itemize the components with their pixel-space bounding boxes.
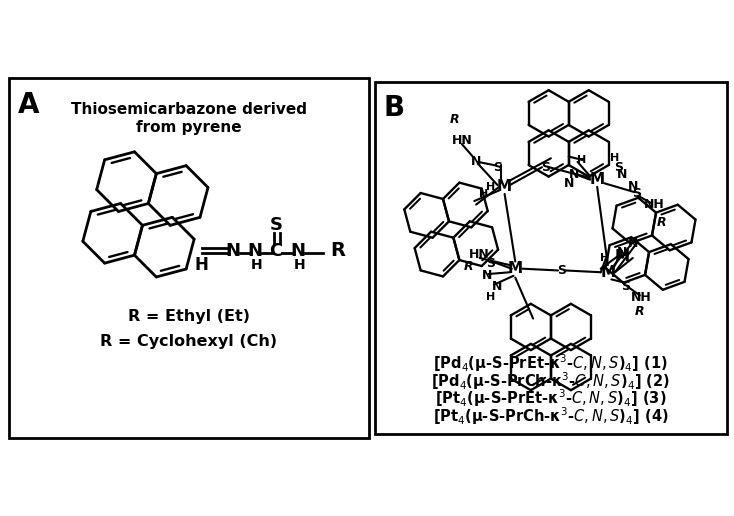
Text: N: N bbox=[482, 269, 492, 282]
Text: [Pt$_4$(μ-S-PrEt-κ$^3$-$C,N,S$)$_4$] (3): [Pt$_4$(μ-S-PrEt-κ$^3$-$C,N,S$)$_4$] (3) bbox=[435, 388, 666, 410]
Text: C: C bbox=[269, 241, 283, 260]
Text: N: N bbox=[628, 237, 638, 250]
FancyBboxPatch shape bbox=[9, 78, 369, 438]
Text: R = Cyclohexyl (Ch): R = Cyclohexyl (Ch) bbox=[101, 334, 277, 349]
Text: S: S bbox=[486, 257, 495, 270]
Text: [Pd$_4$(μ-S-PrEt-κ$^3$-$C,N,S$)$_4$] (1): [Pd$_4$(μ-S-PrEt-κ$^3$-$C,N,S$)$_4$] (1) bbox=[433, 352, 669, 374]
Text: H: H bbox=[486, 182, 495, 192]
Text: N: N bbox=[569, 168, 579, 181]
Text: H: H bbox=[600, 253, 609, 263]
Text: NH: NH bbox=[644, 198, 664, 211]
Text: S: S bbox=[493, 160, 502, 174]
Text: from pyrene: from pyrene bbox=[137, 120, 241, 135]
Text: N: N bbox=[471, 155, 482, 168]
Text: N: N bbox=[564, 177, 574, 190]
Text: H: H bbox=[576, 155, 586, 165]
Text: N: N bbox=[291, 241, 305, 260]
Text: S: S bbox=[269, 216, 283, 234]
Text: N: N bbox=[225, 241, 240, 260]
Text: N: N bbox=[247, 241, 262, 260]
Text: R: R bbox=[635, 305, 644, 318]
Text: B: B bbox=[384, 94, 404, 122]
Text: H: H bbox=[486, 292, 495, 302]
Text: H: H bbox=[195, 256, 208, 274]
Text: S: S bbox=[632, 187, 641, 200]
Text: H: H bbox=[610, 153, 619, 164]
Text: M: M bbox=[589, 172, 605, 187]
Text: R: R bbox=[331, 241, 346, 260]
Text: A: A bbox=[18, 91, 40, 119]
Text: N: N bbox=[617, 168, 628, 181]
Text: R = Ethyl (Et): R = Ethyl (Et) bbox=[128, 309, 250, 324]
Text: R: R bbox=[656, 216, 666, 229]
Text: N: N bbox=[628, 180, 638, 194]
Text: H: H bbox=[294, 259, 305, 272]
Text: S: S bbox=[621, 280, 630, 293]
Text: [Pt$_4$(μ-S-PrCh-κ$^3$-$C,N,S$)$_4$] (4): [Pt$_4$(μ-S-PrCh-κ$^3$-$C,N,S$)$_4$] (4) bbox=[433, 406, 669, 427]
Text: S: S bbox=[557, 264, 566, 277]
Text: R: R bbox=[464, 261, 474, 273]
Text: S: S bbox=[614, 160, 623, 174]
Text: H: H bbox=[250, 259, 262, 272]
Text: M: M bbox=[614, 249, 630, 264]
Text: H: H bbox=[479, 189, 488, 199]
Text: N: N bbox=[617, 246, 628, 259]
Text: Thiosemicarbazone derived: Thiosemicarbazone derived bbox=[71, 102, 307, 117]
Text: M: M bbox=[497, 179, 512, 195]
Text: NH: NH bbox=[631, 291, 652, 303]
FancyBboxPatch shape bbox=[374, 82, 727, 434]
Text: S: S bbox=[541, 160, 550, 174]
Text: HN: HN bbox=[451, 134, 472, 147]
Text: M: M bbox=[600, 265, 615, 280]
Text: N: N bbox=[493, 280, 503, 293]
Text: HN: HN bbox=[469, 248, 490, 261]
Text: R: R bbox=[450, 112, 459, 126]
Text: [Pd$_4$(μ-S-PrCh-κ$^3$-$C,N,S$)$_4$] (2): [Pd$_4$(μ-S-PrCh-κ$^3$-$C,N,S$)$_4$] (2) bbox=[432, 370, 670, 392]
Text: M: M bbox=[508, 261, 523, 276]
